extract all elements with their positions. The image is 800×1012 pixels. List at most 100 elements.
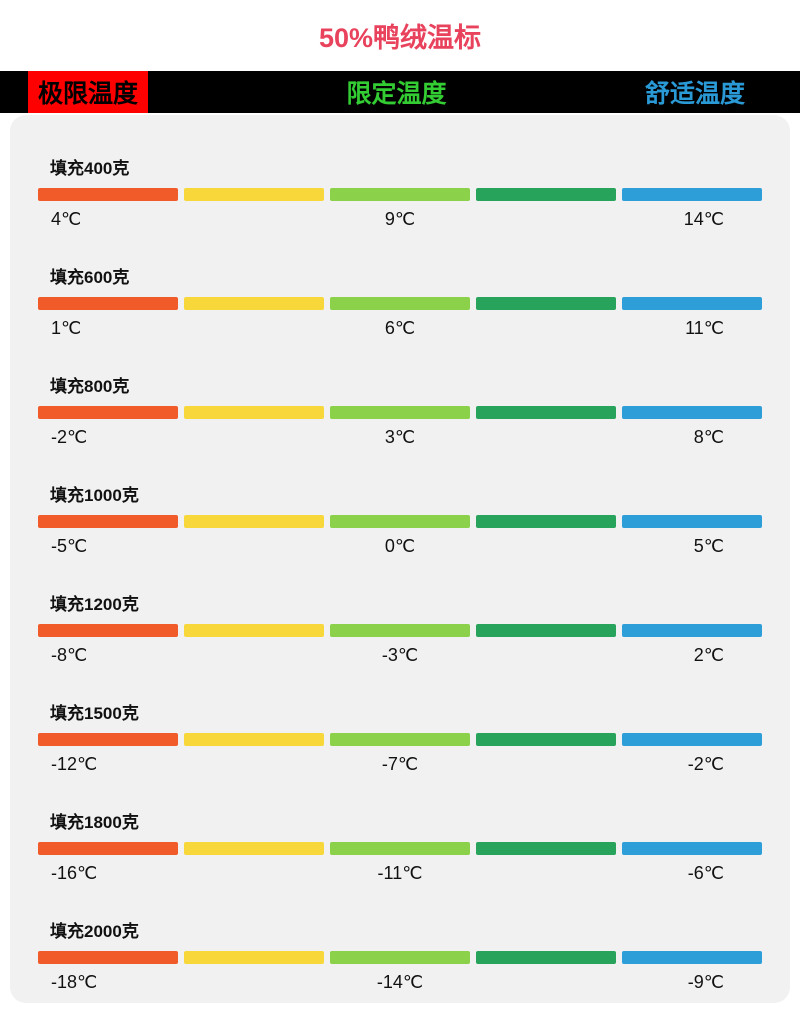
bar-segment-4 (476, 515, 616, 528)
limit-temp-value: 3℃ (384, 427, 416, 447)
bar-segment-2 (184, 951, 324, 964)
fill-weight-label: 填充1200克 (50, 595, 139, 614)
temperature-values: -16℃ -11℃ -6℃ (38, 862, 762, 884)
temperature-row: 填充600克 1℃ 6℃ 11℃ (38, 268, 762, 339)
temperature-gradient-bar (38, 733, 762, 746)
temperature-values: -5℃ 0℃ 5℃ (38, 535, 762, 557)
bar-segment-2 (184, 297, 324, 310)
temperature-row: 填充1200克 -8℃ -3℃ 2℃ (38, 595, 762, 666)
fill-weight-label: 填充400克 (50, 159, 130, 178)
bar-segment-4 (476, 406, 616, 419)
limit-temp-value: 0℃ (384, 536, 416, 556)
bar-segment-3 (330, 515, 470, 528)
temperature-gradient-bar (38, 188, 762, 201)
bar-segment-5 (622, 188, 762, 201)
temperature-gradient-bar (38, 951, 762, 964)
extreme-temp-value: -8℃ (51, 645, 88, 665)
bar-segment-2 (184, 406, 324, 419)
temperature-row: 填充400克 4℃ 9℃ 14℃ (38, 159, 762, 230)
temperature-values: -2℃ 3℃ 8℃ (38, 426, 762, 448)
bar-segment-3 (330, 406, 470, 419)
bar-segment-1 (38, 624, 178, 637)
bar-segment-1 (38, 515, 178, 528)
temperature-values: -12℃ -7℃ -2℃ (38, 753, 762, 775)
extreme-temp-value: -2℃ (51, 427, 88, 447)
temperature-gradient-bar (38, 406, 762, 419)
bar-segment-5 (622, 951, 762, 964)
bar-segment-3 (330, 624, 470, 637)
fill-weight-label: 填充600克 (50, 268, 130, 287)
temperature-values: -8℃ -3℃ 2℃ (38, 644, 762, 666)
bar-segment-1 (38, 842, 178, 855)
extreme-temp-value: -12℃ (51, 754, 98, 774)
temperature-row: 填充1800克 -16℃ -11℃ -6℃ (38, 813, 762, 884)
bar-segment-1 (38, 406, 178, 419)
limit-temp-value: -11℃ (377, 863, 423, 883)
limit-temp-value: -14℃ (376, 972, 424, 992)
bar-segment-4 (476, 951, 616, 964)
comfort-temp-value: 2℃ (693, 645, 724, 665)
temperature-values: 1℃ 6℃ 11℃ (38, 317, 762, 339)
bar-segment-3 (330, 951, 470, 964)
comfort-temp-value: 14℃ (683, 209, 724, 229)
limit-temp-value: 9℃ (384, 209, 416, 229)
temperature-row: 填充1500克 -12℃ -7℃ -2℃ (38, 704, 762, 775)
bar-segment-3 (330, 188, 470, 201)
extreme-temp-value: -16℃ (51, 863, 98, 883)
page-title: 50%鸭绒温标 (318, 23, 482, 53)
temperature-gradient-bar (38, 297, 762, 310)
bar-segment-1 (38, 297, 178, 310)
comfort-temp-value: 11℃ (685, 318, 724, 338)
limit-temp-value: -3℃ (381, 645, 419, 665)
temperature-values: 4℃ 9℃ 14℃ (38, 208, 762, 230)
rating-card: 填充400克 4℃ 9℃ 14℃ 填充600克 1℃ 6℃ 11℃ 填充800克 -2℃ 3℃ 8℃ 填… (10, 115, 790, 1003)
temperature-row: 填充1000克 -5℃ 0℃ 5℃ (38, 486, 762, 557)
bar-segment-2 (184, 515, 324, 528)
comfort-temp-value: -6℃ (687, 863, 724, 883)
extreme-temp-value: -18℃ (51, 972, 98, 992)
bar-segment-5 (622, 297, 762, 310)
bar-segment-5 (622, 624, 762, 637)
bar-segment-4 (476, 733, 616, 746)
bar-segment-5 (622, 733, 762, 746)
limit-temp-value: -7℃ (381, 754, 419, 774)
bar-segment-5 (622, 515, 762, 528)
temperature-gradient-bar (38, 515, 762, 528)
legend-bar: 极限温度 限定温度 舒适温度 (0, 71, 800, 113)
bar-segment-3 (330, 733, 470, 746)
bar-segment-5 (622, 406, 762, 419)
bar-segment-4 (476, 842, 616, 855)
bar-segment-1 (38, 188, 178, 201)
legend-limit-temperature: 限定温度 (346, 80, 447, 108)
bar-segment-5 (622, 842, 762, 855)
fill-weight-label: 填充1000克 (50, 486, 139, 505)
limit-temp-value: 6℃ (384, 318, 416, 338)
legend-comfort-temperature: 舒适温度 (644, 80, 745, 108)
extreme-temp-value: 1℃ (51, 318, 82, 338)
temperature-row: 填充2000克 -18℃ -14℃ -9℃ (38, 922, 762, 993)
fill-weight-label: 填充2000克 (50, 922, 139, 941)
bar-segment-1 (38, 951, 178, 964)
temperature-gradient-bar (38, 842, 762, 855)
rating-rows: 填充400克 4℃ 9℃ 14℃ 填充600克 1℃ 6℃ 11℃ 填充800克 -2℃ 3℃ 8℃ 填… (38, 159, 762, 993)
temperature-gradient-bar (38, 624, 762, 637)
extreme-temp-value: -5℃ (51, 536, 88, 556)
legend-extreme-temperature: 极限温度 (28, 71, 149, 113)
extreme-temp-value: 4℃ (51, 209, 82, 229)
comfort-temp-value: -9℃ (687, 972, 724, 992)
temperature-values: -18℃ -14℃ -9℃ (38, 971, 762, 993)
bar-segment-4 (476, 297, 616, 310)
bar-segment-2 (184, 624, 324, 637)
fill-weight-label: 填充1800克 (50, 813, 139, 832)
bar-segment-2 (184, 733, 324, 746)
fill-weight-label: 填充800克 (50, 377, 130, 396)
bar-segment-2 (184, 188, 324, 201)
comfort-temp-value: 8℃ (693, 427, 724, 447)
bar-segment-3 (330, 842, 470, 855)
fill-weight-label: 填充1500克 (50, 704, 139, 723)
comfort-temp-value: -2℃ (687, 754, 724, 774)
comfort-temp-value: 5℃ (693, 536, 724, 556)
bar-segment-3 (330, 297, 470, 310)
bar-segment-1 (38, 733, 178, 746)
